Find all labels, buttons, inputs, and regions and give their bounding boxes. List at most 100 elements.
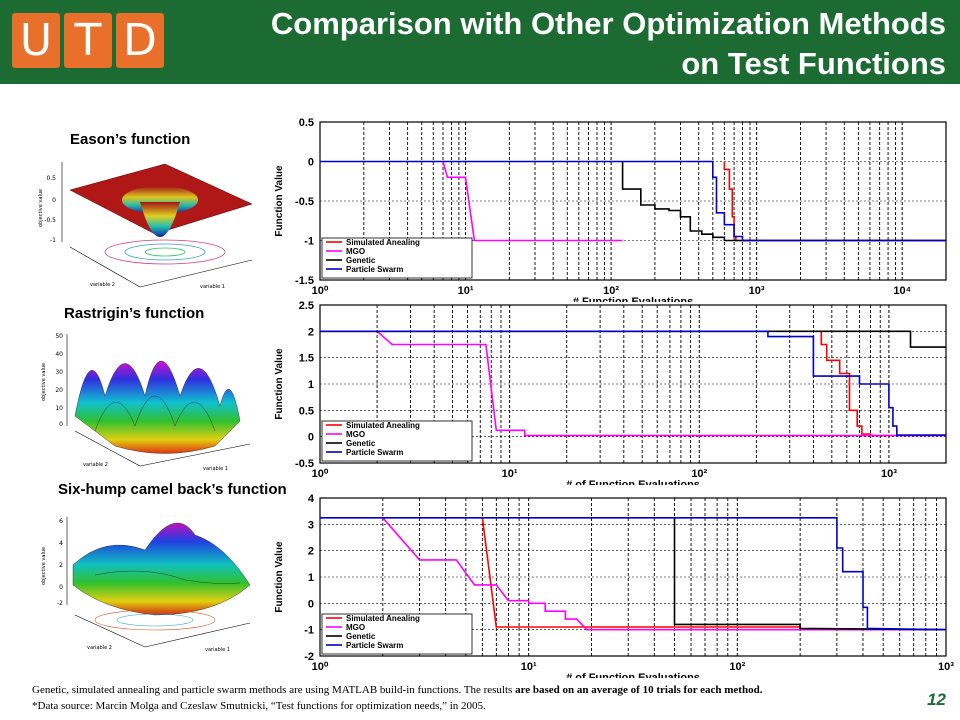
legend-box: [321, 613, 473, 655]
y-tick-label: -2: [304, 651, 314, 663]
legend-label: Genetic: [346, 632, 376, 641]
slide-header: U T D Comparison with Other Optimization…: [0, 0, 960, 84]
legend-label: Genetic: [346, 439, 376, 448]
series-line-particle-swarm: [320, 516, 947, 631]
svg-text:20: 20: [55, 387, 63, 394]
x-tick-label: 10³: [881, 468, 897, 480]
slide-title: Comparison with Other Optimization Metho…: [206, 4, 946, 84]
x-tick-label: 10⁰: [312, 661, 329, 673]
series-line-simulated-anealing: [723, 161, 946, 242]
y-tick-label: 2.5: [299, 300, 314, 312]
camel-function-label: Six-hump camel back’s function: [58, 481, 287, 498]
y-tick-label: 1: [308, 572, 314, 584]
legend-label: MGO: [346, 430, 365, 439]
y-tick-label: -0.5: [295, 196, 314, 208]
y-tick-label: 0.5: [299, 117, 314, 129]
legend-label: Particle Swarm: [346, 641, 403, 650]
x-axis-label: # of Function Evaluations: [566, 479, 700, 485]
legend-box: [321, 420, 473, 462]
series-line-simulated-anealing: [820, 331, 890, 437]
svg-text:10: 10: [55, 405, 63, 412]
legend-label: Particle Swarm: [346, 265, 403, 274]
x-tick-label: 10²: [603, 285, 619, 297]
legend-label: Simulated Anealing: [346, 238, 420, 247]
y-tick-label: 0: [308, 432, 314, 444]
y-tick-label: 2: [308, 546, 314, 558]
x-tick-label: 10²: [729, 661, 745, 673]
rastrigin-xlabel: variable 1: [203, 466, 228, 472]
x-tick-label: 10¹: [502, 468, 518, 480]
footer-note-text: Genetic, simulated annealing and particl…: [32, 684, 516, 696]
svg-text:0.5: 0.5: [46, 175, 56, 182]
eason-function-label: Eason’s function: [70, 131, 191, 148]
x-tick-label: 10⁰: [312, 285, 329, 297]
page-number: 12: [927, 690, 946, 709]
logo-letter-d: D: [116, 13, 164, 68]
y-tick-label: -1: [304, 236, 314, 248]
rastrigin-surface-plot: 50 40 30 20 10 0 objective value variabl…: [41, 333, 251, 472]
footer-note-bold: are based on an average of 10 trials for…: [515, 684, 763, 696]
y-tick-label: 2: [308, 326, 314, 338]
eason-surface-plot: 0.5 0 -0.5 -1 objective value variable 2…: [38, 162, 253, 290]
eason-xlabel: variable 1: [200, 284, 225, 290]
y-tick-label: 3: [308, 519, 314, 531]
x-axis-label: # of Function Evaluations: [566, 672, 700, 678]
y-tick-label: 0.5: [299, 405, 314, 417]
x-tick-label: 10⁴: [893, 285, 911, 297]
x-tick-label: 10³: [938, 661, 954, 673]
legend-label: MGO: [346, 247, 365, 256]
legend-box: [321, 237, 473, 279]
camel-surface-plot: 6 4 2 0 -2 objective value variable 2 va…: [41, 517, 251, 653]
rastrigin-function-label: Rastrigin’s function: [64, 305, 205, 322]
title-line-1: Comparison with Other Optimization Metho…: [270, 6, 946, 41]
svg-text:50: 50: [55, 333, 63, 340]
series-line-mgo: [382, 517, 946, 631]
svg-text:40: 40: [55, 351, 63, 358]
x-tick-label: 10¹: [458, 285, 474, 297]
y-tick-label: -1.5: [295, 275, 314, 287]
y-tick-label: 0: [308, 157, 314, 169]
series-line-mgo: [376, 330, 946, 437]
series-line-mgo: [442, 161, 623, 242]
svg-text:0: 0: [52, 197, 56, 204]
svg-text:-0.5: -0.5: [44, 217, 56, 224]
legend-label: Simulated Anealing: [346, 421, 420, 430]
svg-text:0: 0: [59, 584, 63, 591]
y-axis-label: Function Value: [274, 348, 285, 420]
legend-label: Genetic: [346, 256, 376, 265]
x-axis-label: # Function Evaluations: [573, 296, 693, 302]
eason-ylabel: variable 2: [90, 282, 115, 288]
y-tick-label: -0.5: [295, 458, 314, 470]
y-axis-label: Function Value: [274, 165, 285, 237]
y-axis-label: Function Value: [274, 541, 285, 613]
logo-letter-t: T: [64, 13, 112, 68]
rastrigin-ylabel: variable 2: [83, 462, 108, 468]
data-source-note: *Data source: Marcin Molga and Czeslaw S…: [32, 700, 486, 712]
svg-text:6: 6: [59, 518, 63, 525]
x-tick-label: 10²: [691, 468, 707, 480]
camel-zlabel: objective value: [41, 547, 47, 585]
y-tick-label: 0: [308, 598, 314, 610]
x-tick-label: 10³: [749, 285, 765, 297]
svg-text:0: 0: [59, 421, 63, 428]
x-tick-label: 10⁰: [312, 468, 329, 480]
svg-text:-2: -2: [57, 600, 63, 607]
logo-letter-u: U: [12, 13, 60, 68]
rastrigin-zlabel: objective value: [41, 363, 47, 401]
svg-text:-1: -1: [50, 237, 56, 244]
y-tick-label: 1: [308, 379, 314, 391]
footer-note: Genetic, simulated annealing and particl…: [32, 684, 762, 696]
eason-zlabel: objective value: [38, 189, 44, 227]
legend-label: MGO: [346, 623, 365, 632]
legend-label: Particle Swarm: [346, 448, 403, 457]
series-line-genetic: [673, 517, 947, 631]
svg-text:4: 4: [59, 540, 63, 547]
svg-text:30: 30: [55, 369, 63, 376]
series-line-genetic: [621, 161, 946, 242]
y-tick-label: 4: [308, 493, 315, 505]
camel-xlabel: variable 1: [205, 647, 230, 653]
legend-label: Simulated Anealing: [346, 614, 420, 623]
